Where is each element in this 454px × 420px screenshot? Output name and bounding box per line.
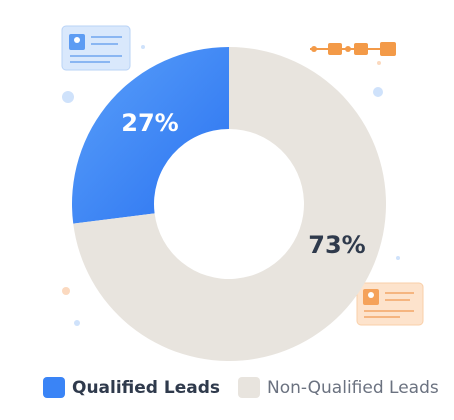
legend-swatch — [238, 377, 260, 398]
slice — [71, 47, 229, 224]
donut — [71, 47, 387, 362]
legend-label: Qualified Leads — [72, 378, 220, 398]
decoration — [61, 25, 424, 326]
slice — [73, 47, 387, 362]
value-label: 27% — [121, 109, 178, 137]
value-label: 73% — [308, 231, 365, 259]
legend: Qualified Leads Non-Qualified Leads — [43, 377, 439, 398]
value-labels: 27% 73% — [121, 109, 365, 259]
legend-label: Non-Qualified Leads — [267, 378, 439, 398]
legend-swatch — [43, 377, 65, 398]
